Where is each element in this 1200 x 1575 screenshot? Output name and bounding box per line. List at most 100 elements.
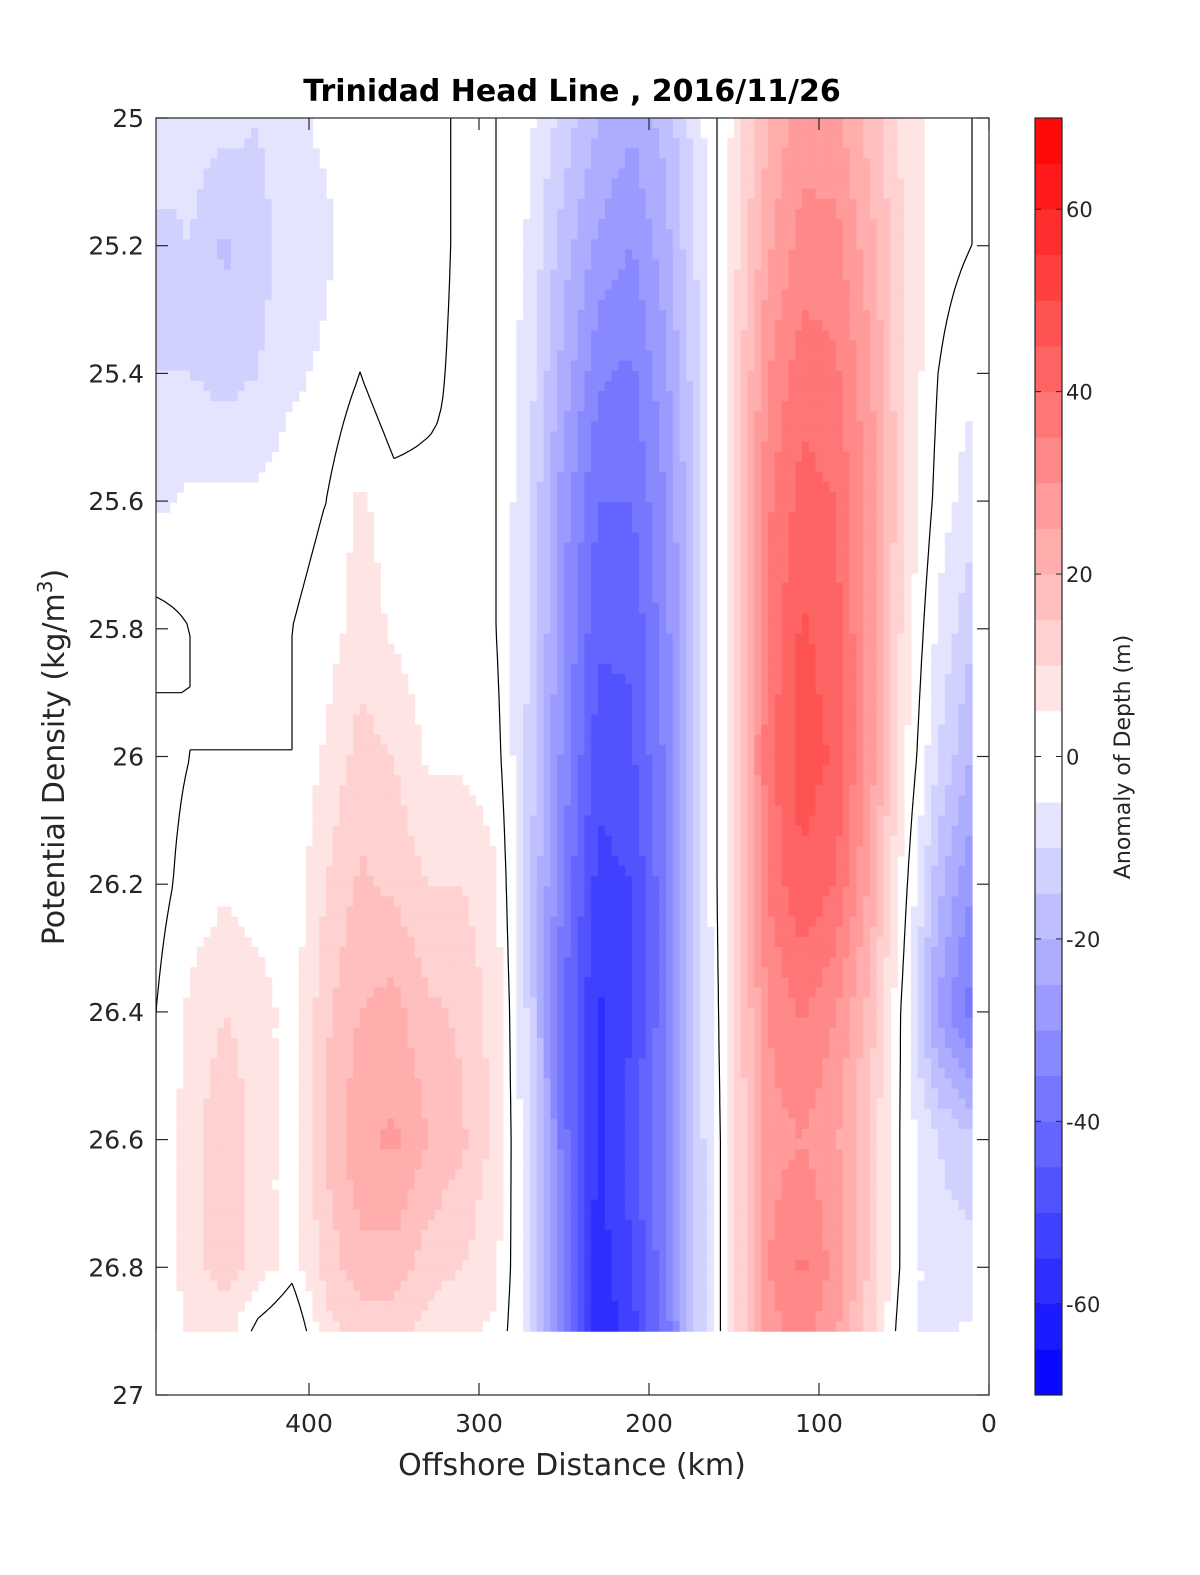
contour-cell [802,208,810,220]
contour-cell [754,299,762,311]
contour-cell [536,754,545,766]
contour-cell [196,340,205,352]
contour-cell [176,471,184,483]
contour-cell [754,330,762,342]
contour-cell [815,552,823,564]
contour-cell [244,471,252,483]
contour-cell [632,451,640,463]
contour-cell [808,512,817,523]
contour-cell [931,653,939,665]
contour-cell [693,754,701,766]
contour-cell [285,299,293,311]
contour-cell [842,552,851,564]
contour-cell [917,239,925,251]
contour-cell [666,714,674,726]
contour-cell [632,532,640,544]
contour-cell [938,714,946,726]
contour-cell [679,785,687,796]
contour-cell [856,785,864,796]
contour-cell [598,674,606,685]
contour-cell [768,208,776,220]
contour-cell [244,330,252,342]
contour-cell [305,188,313,200]
contour-cell [645,583,653,594]
contour-cell [536,572,545,584]
contour-cell [638,431,647,443]
contour-cell [258,259,266,271]
contour-cell [638,360,647,372]
contour-cell [570,552,579,564]
contour-cell [346,603,354,614]
contour-cell [638,765,647,776]
contour-cell [863,694,871,705]
contour-cell [530,532,538,544]
contour-cell [156,471,164,483]
contour-cell [271,128,279,139]
contour-cell [666,481,674,493]
contour-cell [360,603,368,614]
contour-cell [346,785,354,796]
contour-cell [577,744,585,756]
contour-cell [162,208,171,220]
contour-cell [693,380,701,392]
contour-cell [346,694,354,705]
contour-cell [931,754,939,766]
contour-cell [176,360,184,372]
contour-cell [156,401,164,412]
contour-cell [761,310,769,321]
contour-cell [625,572,633,584]
contour-cell [652,118,660,129]
contour-cell [686,754,694,766]
contour-cell [387,744,395,756]
contour-cell [258,380,266,392]
contour-cell [917,259,925,271]
contour-cell [795,492,803,503]
contour-cell [700,299,708,311]
contour-cell [768,744,776,756]
contour-cell [672,390,681,402]
contour-cell [870,229,878,240]
contour-cell [788,208,796,220]
contour-cell [672,138,681,149]
contour-cell [808,279,817,291]
contour-cell [251,249,259,261]
contour-cell [604,613,613,625]
contour-cell [842,471,851,483]
contour-cell [822,724,830,736]
contour-cell [904,704,912,716]
contour-cell [659,299,667,311]
contour-cell [679,562,687,574]
contour-cell [788,593,796,604]
contour-cell [366,775,375,786]
contour-cell [897,128,905,139]
contour-cell [258,158,266,170]
contour-cell [271,370,279,382]
contour-cell [836,158,844,170]
contour-cell [870,643,878,655]
contour-cell [224,451,232,463]
contour-cell [618,370,626,382]
contour-cell [754,441,762,453]
contour-cell [747,269,755,281]
contour-cell [264,259,273,271]
contour-cell [638,684,647,695]
contour-cell [230,431,239,443]
contour-cell [774,633,783,645]
contour-cell [795,340,803,352]
contour-cell [264,330,273,342]
contour-cell [632,431,640,443]
contour-cell [530,289,538,301]
contour-cell [734,289,742,301]
contour-cell [516,461,524,473]
contour-cell [264,340,273,352]
contour-cell [258,411,266,422]
contour-cell [788,572,796,584]
contour-cell [645,542,653,554]
contour-cell [618,421,626,432]
contour-cell [904,370,912,382]
contour-cell [360,684,368,695]
contour-cell [883,421,891,432]
contour-cell [870,461,878,473]
contour-cell [516,714,524,726]
contour-cell [203,299,211,311]
